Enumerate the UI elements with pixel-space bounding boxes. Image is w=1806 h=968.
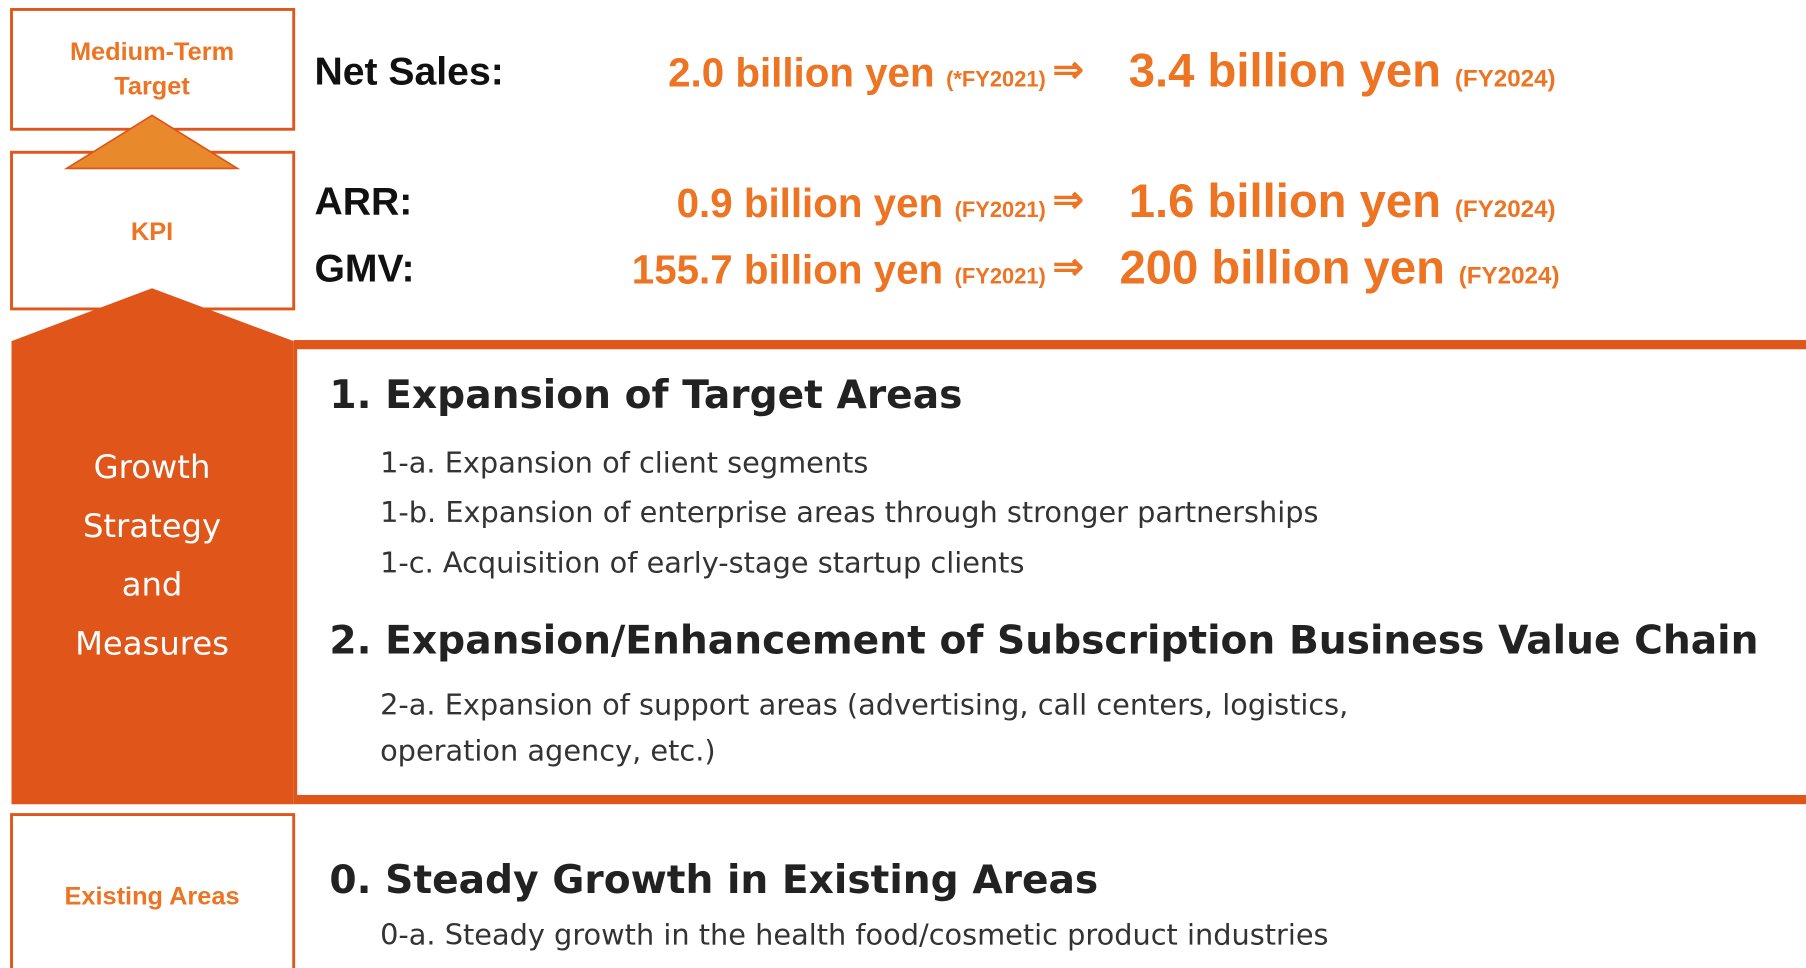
content: Medium-Term Target KPI Growth Strategy and Mea…: [65, 38, 1759, 952]
target-box: [10, 8, 296, 131]
strategy-heading: 2. Expansion/Enhancement of Subscription…: [329, 618, 1758, 663]
to-value: 200 billion yen: [1120, 242, 1445, 295]
to-group: 200 billion yen (FY2024): [1120, 242, 1560, 295]
arrow: ⇒: [1053, 179, 1084, 220]
growth-label: Growth: [94, 448, 211, 486]
growth-label: Strategy: [83, 507, 221, 545]
arrow: ⇒: [1053, 49, 1084, 90]
to-group: 1.6 billion yen (FY2024): [1129, 175, 1556, 228]
from-group: 0.9 billion yen (FY2021): [677, 181, 1046, 226]
from-group: 155.7 billion yen (FY2021): [632, 248, 1046, 293]
existing-item: 0-a. Steady growth in the health food/co…: [380, 918, 1328, 952]
growth-label: and: [122, 566, 183, 604]
existing-box: [10, 813, 296, 968]
existing-heading: 0. Steady Growth in Existing Areas: [329, 858, 1098, 903]
kpi-label: KPI: [131, 218, 173, 246]
to-note: (FY2024): [1455, 66, 1556, 93]
kpi-box: [10, 150, 296, 311]
from-group: 2.0 billion yen (*FY2021): [668, 51, 1046, 96]
from-value: 0.9 billion yen: [677, 181, 943, 226]
target-name: Net Sales:: [314, 50, 503, 93]
growth-label: Measures: [75, 624, 229, 662]
up-arrow: [63, 114, 241, 170]
to-group: 3.4 billion yen (FY2024): [1129, 45, 1556, 98]
to-note: (FY2024): [1459, 263, 1560, 290]
from-note: (FY2021): [955, 264, 1046, 289]
strategy-item: 1-c. Acquisition of early-stage startup …: [380, 546, 1024, 580]
growth-panel: [297, 349, 1806, 795]
to-value: 3.4 billion yen: [1129, 45, 1441, 98]
from-note: (FY2021): [955, 197, 1046, 222]
strategy-heading: 1. Expansion of Target Areas: [329, 373, 962, 418]
to-value: 1.6 billion yen: [1129, 175, 1441, 228]
strategy-item: operation agency, etc.): [380, 733, 716, 767]
arrow: ⇒: [1053, 246, 1084, 287]
from-value: 2.0 billion yen: [668, 51, 934, 96]
strategy-item: 1-b. Expansion of enterprise areas throu…: [380, 495, 1318, 529]
existing-label: Existing Areas: [65, 882, 240, 910]
growth-arrow: [11, 288, 294, 805]
from-value: 155.7 billion yen: [632, 248, 943, 293]
strategy-item: 2-a. Expansion of support areas (adverti…: [380, 687, 1348, 721]
strategy-item: 1-a. Expansion of client segments: [380, 445, 868, 479]
target-name: GMV:: [314, 247, 414, 290]
target-name: ARR:: [314, 180, 412, 223]
from-note: (*FY2021): [946, 67, 1046, 92]
to-note: (FY2024): [1455, 196, 1556, 223]
target-label: Medium-Term: [70, 38, 234, 66]
target-label: Target: [114, 73, 190, 101]
